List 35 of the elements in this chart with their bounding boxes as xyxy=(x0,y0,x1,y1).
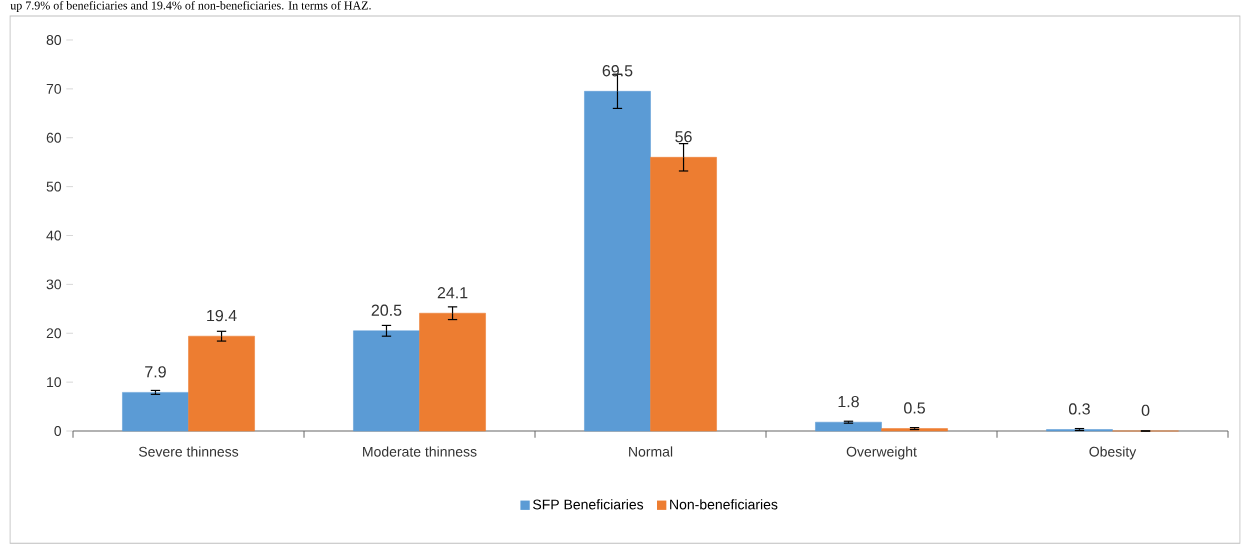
bar xyxy=(815,421,882,432)
y-tick-label: 20 xyxy=(46,328,62,339)
y-tick-label: 50 xyxy=(46,181,62,192)
data-label: 19.4 xyxy=(207,309,237,322)
y-tick-label: 80 xyxy=(46,35,62,45)
bar xyxy=(881,428,948,432)
bar xyxy=(188,335,255,432)
data-label: 0.5 xyxy=(904,402,925,414)
bar xyxy=(353,330,420,432)
data-label: 1.8 xyxy=(838,395,859,408)
y-tick-label: 10 xyxy=(47,377,62,388)
x-tick-label: Normal xyxy=(629,446,673,457)
legend-label: Non-beneficiaries xyxy=(670,499,778,510)
x-tick-label: Severe thinness xyxy=(138,446,239,457)
x-tick-label: Moderate thinness xyxy=(363,446,477,457)
data-label: 7.9 xyxy=(145,366,166,378)
bar xyxy=(419,312,486,432)
text: up 7.9% of beneficiaries and 19.4% of non-beneficiaries. In terms of HAZ. xyxy=(10,0,371,12)
y-tick-label: 30 xyxy=(46,279,62,290)
legend-label: SFP Beneficiaries xyxy=(533,499,644,510)
y-tick-label: 0 xyxy=(54,426,62,436)
y-tick-label: 70 xyxy=(46,83,62,94)
x-tick-label: Overweight xyxy=(846,446,917,460)
y-tick-label: 40 xyxy=(46,230,62,241)
y-tick-label: 60 xyxy=(46,132,62,143)
data-label: 56 xyxy=(675,131,692,143)
bar xyxy=(584,91,651,432)
bar xyxy=(650,157,717,432)
x-tick-label: Obesity xyxy=(1089,446,1137,460)
data-label: 69.5 xyxy=(602,65,633,77)
data-label: 20.5 xyxy=(371,304,402,316)
data-label: 24.1 xyxy=(437,287,468,299)
bar xyxy=(122,392,189,432)
data-label: 0 xyxy=(1141,404,1150,417)
data-label: 0.3 xyxy=(1068,403,1090,415)
